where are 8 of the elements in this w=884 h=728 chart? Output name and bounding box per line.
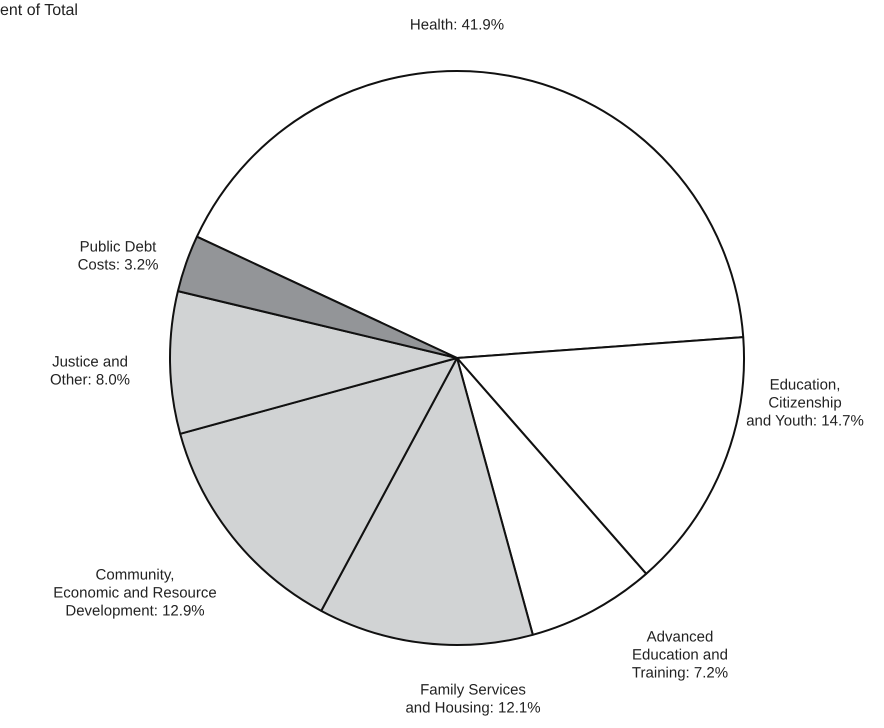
chart-title: ent of Total	[0, 2, 78, 20]
slice-label: Public Debt Costs: 3.2%	[78, 238, 158, 274]
slice-label: Community, Economic and Resource Development: 12.9%	[53, 566, 217, 620]
slice-label: Education, Citizenship and Youth: 14.7%	[746, 376, 864, 430]
slice-label: Justice and Other: 8.0%	[50, 354, 130, 389]
slice-label: Family Services and Housing: 12.1%	[405, 682, 541, 717]
slice-label: Health: 41.9%	[410, 16, 504, 34]
slice-label: Advanced Education and Training: 7.2%	[632, 628, 728, 682]
